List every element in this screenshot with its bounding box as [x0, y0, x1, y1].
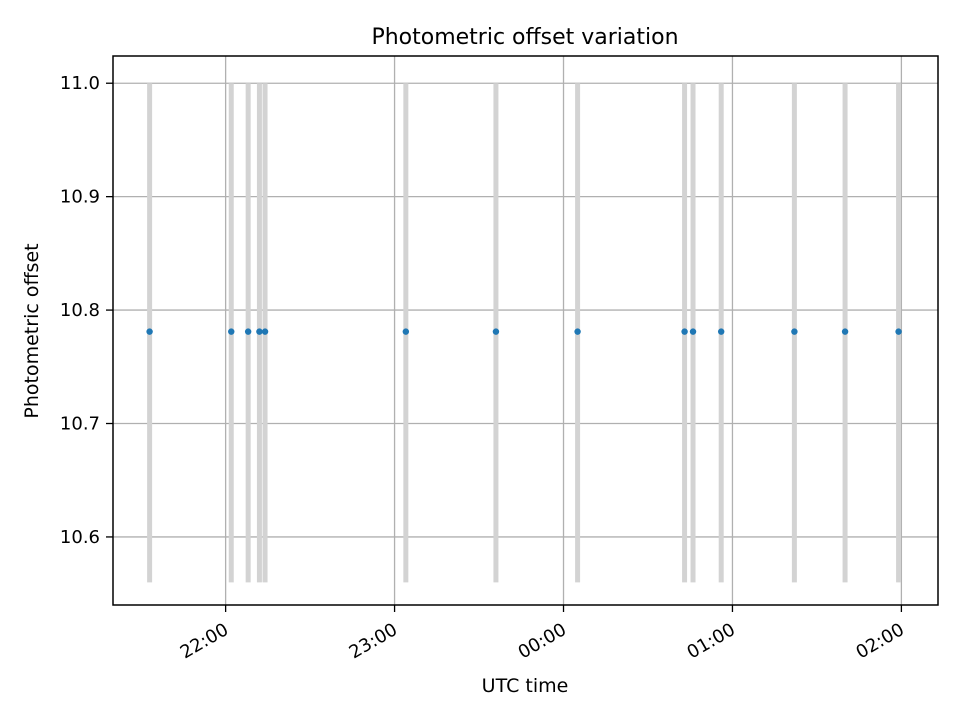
data-point — [256, 328, 263, 335]
x-tick-label: 01:00 — [684, 619, 739, 663]
x-axis-ticks: 22:00 23:00 00:00 01:00 02:00 — [177, 605, 908, 663]
data-point — [228, 328, 235, 335]
x-tick-label: 02:00 — [852, 619, 907, 663]
x-tick-label: 22:00 — [177, 619, 232, 663]
data-point — [717, 328, 725, 335]
y-tick-label: 10.8 — [60, 300, 100, 321]
x-axis-label: UTC time — [482, 675, 569, 697]
data-point — [681, 328, 688, 335]
y-tick-label: 10.9 — [60, 187, 100, 208]
y-tick-label: 10.7 — [60, 414, 100, 435]
y-axis-ticks: 10.6 10.7 10.8 10.9 11.0 — [60, 73, 113, 548]
data-point — [146, 328, 153, 335]
data-point — [244, 328, 252, 335]
y-axis-label: Photometric offset — [21, 243, 43, 418]
y-tick-label: 10.6 — [60, 527, 100, 548]
x-tick-label: 23:00 — [346, 619, 401, 663]
data-point — [261, 328, 269, 335]
x-tick-label: 00:00 — [515, 619, 570, 663]
plot-area-frame — [112, 55, 939, 606]
chart-title: Photometric offset variation — [371, 25, 678, 50]
data-point — [791, 328, 798, 335]
data-point — [402, 328, 410, 335]
y-tick-label: 11.0 — [60, 73, 100, 94]
data-point — [574, 328, 581, 335]
data-point — [895, 328, 902, 335]
grid-lines — [113, 56, 938, 605]
data-point — [841, 328, 849, 335]
data-point — [492, 328, 500, 335]
data-point — [689, 328, 697, 335]
data-points — [146, 328, 902, 335]
